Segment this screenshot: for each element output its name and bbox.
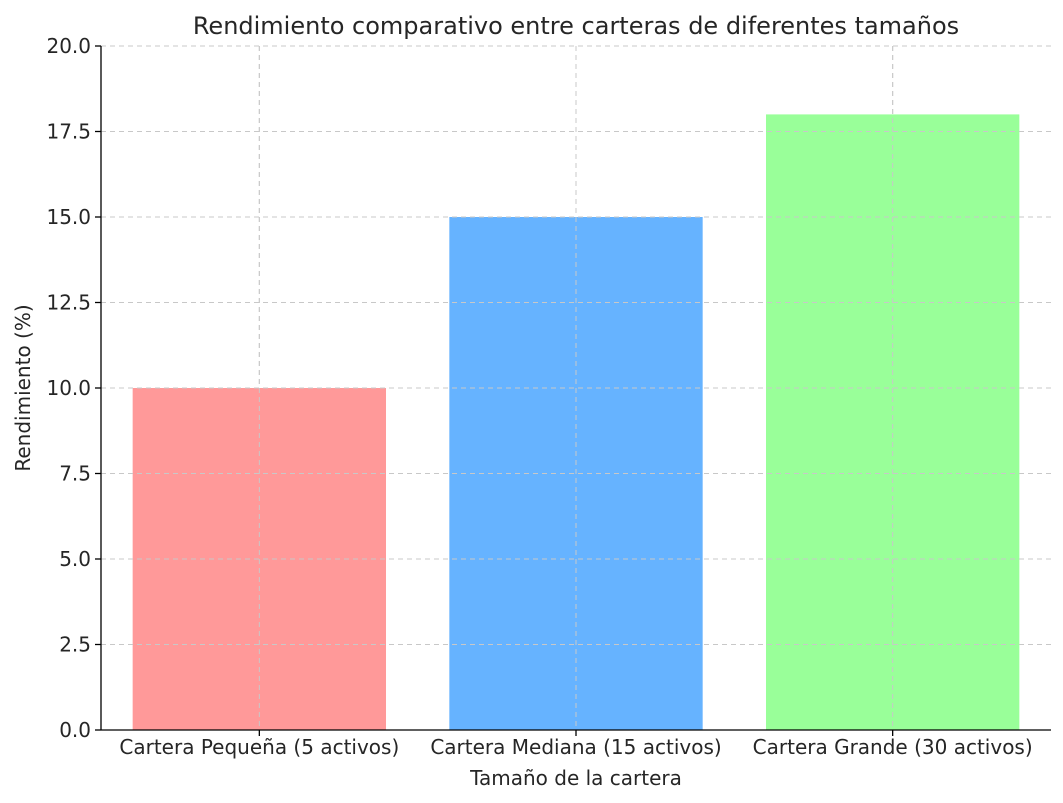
y-tick-label: 15.0	[46, 205, 91, 229]
y-tick-label: 12.5	[46, 291, 91, 315]
y-tick-label: 0.0	[59, 718, 91, 742]
chart-title: Rendimiento comparativo entre carteras d…	[193, 12, 959, 40]
y-tick-label: 5.0	[59, 547, 91, 571]
y-tick-label: 2.5	[59, 633, 91, 657]
y-tick-label: 20.0	[46, 34, 91, 58]
y-tick-label: 17.5	[46, 120, 91, 144]
bar	[766, 114, 1020, 730]
y-tick-label: 10.0	[46, 376, 91, 400]
x-ticks: Cartera Pequeña (5 activos) Cartera Media…	[119, 730, 1033, 759]
x-tick-label: Cartera Grande (30 activos)	[753, 735, 1033, 759]
x-tick-label: Cartera Pequeña (5 activos)	[119, 735, 399, 759]
x-axis-label: Tamaño de la cartera	[469, 766, 682, 790]
x-tick-label: Cartera Mediana (15 activos)	[430, 735, 721, 759]
y-ticks: 0.0 2.5 5.0 7.5 10.0 12.5 15.0 17.5 20.0	[46, 34, 101, 742]
y-axis-label: Rendimiento (%)	[11, 304, 35, 471]
bars	[101, 45, 1051, 731]
y-tick-label: 7.5	[59, 462, 91, 486]
